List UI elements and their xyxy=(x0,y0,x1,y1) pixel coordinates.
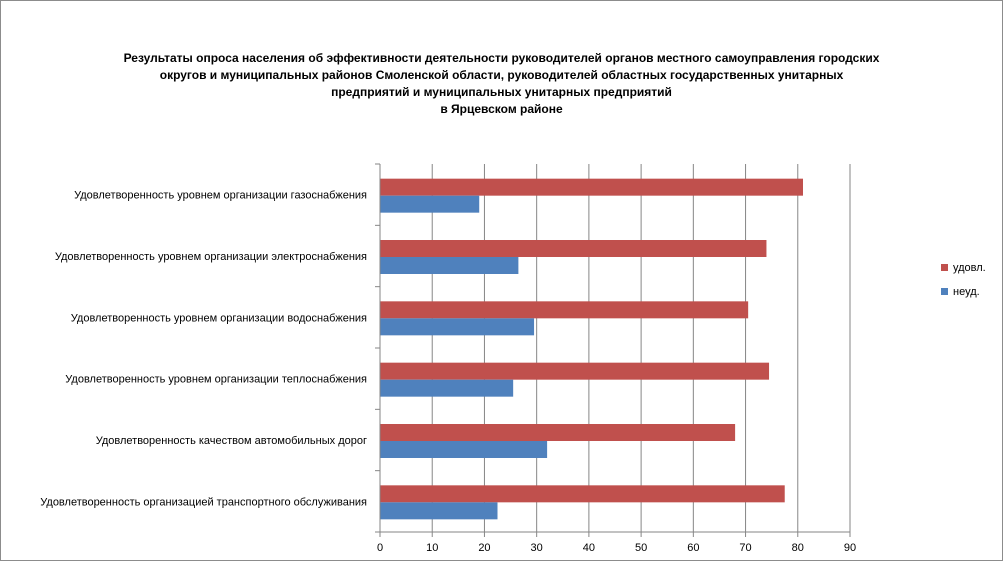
x-tick-label: 30 xyxy=(531,542,543,554)
category-label: Удовлетворенность качеством автомобильны… xyxy=(96,435,367,447)
bar-udovl xyxy=(380,178,803,196)
category-label: Удовлетворенность уровнем организации га… xyxy=(74,190,367,202)
x-tick-label: 90 xyxy=(844,542,856,554)
x-tick-label: 50 xyxy=(635,542,647,554)
bar-neud xyxy=(380,379,514,397)
x-tick-label: 70 xyxy=(739,542,751,554)
bar-neud xyxy=(380,441,548,458)
category-labels: Удовлетворенность уровнем организации га… xyxy=(40,190,367,509)
bar-udovl xyxy=(380,362,770,380)
x-tick-label: 60 xyxy=(687,542,699,554)
bar-udovl xyxy=(380,485,785,503)
legend-label: удовл. xyxy=(953,262,986,274)
x-tick-label: 0 xyxy=(377,542,383,554)
chart-title-line-4: в Ярцевском районе xyxy=(440,102,563,116)
category-label: Удовлетворенность уровнем организации во… xyxy=(71,312,367,324)
bar-neud xyxy=(380,502,498,520)
category-label: Удовлетворенность организацией транспорт… xyxy=(40,496,367,508)
x-tick-label: 80 xyxy=(792,542,804,554)
category-label: Удовлетворенность уровнем организации эл… xyxy=(55,251,367,263)
x-tick-label: 20 xyxy=(478,542,490,554)
legend-label: неуд. xyxy=(953,286,980,298)
bar-neud xyxy=(380,195,480,213)
x-tick-label: 10 xyxy=(426,542,438,554)
bar-udovl xyxy=(380,240,767,257)
bar-udovl xyxy=(380,424,736,441)
bars xyxy=(380,178,803,520)
gridlines xyxy=(431,164,851,532)
legend-swatch xyxy=(941,288,948,295)
chart-title-line-1: Результаты опроса населения об эффективн… xyxy=(123,51,880,65)
bar-udovl xyxy=(380,301,749,319)
x-tick-label: 40 xyxy=(583,542,595,554)
legend: удовл. неуд. xyxy=(941,262,986,298)
bar-neud xyxy=(380,318,535,336)
chart-title-line-3: предприятий и муниципальных унитарных пр… xyxy=(331,85,672,99)
legend-swatch xyxy=(941,264,948,271)
chart-title-line-2: округов и муниципальных районов Смоленск… xyxy=(159,68,844,82)
bar-neud xyxy=(380,257,519,274)
axes: 0 10 20 30 40 50 60 70 80 90 xyxy=(375,163,856,554)
category-label: Удовлетворенность уровнем организации те… xyxy=(65,374,367,386)
chart-title: Результаты опроса населения об эффективн… xyxy=(0,50,1003,118)
